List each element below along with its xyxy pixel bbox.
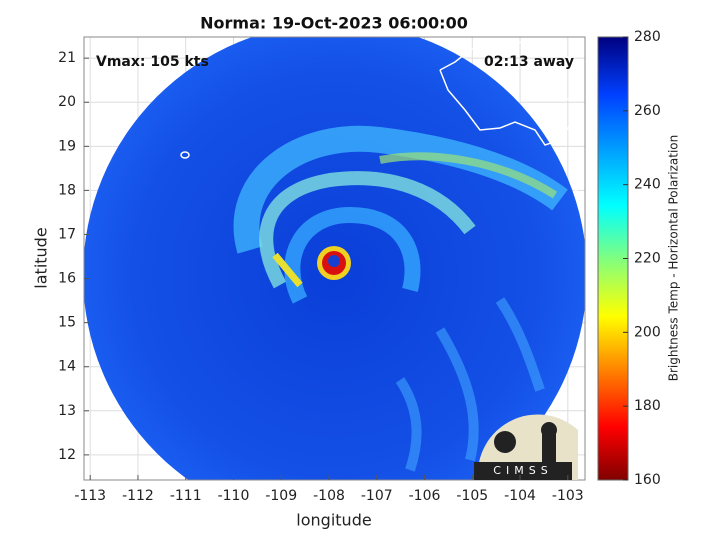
x-tick-label: -107 <box>361 488 393 504</box>
logo: CIMSS <box>474 414 578 480</box>
colorbar-tick-label: 200 <box>634 324 661 340</box>
imagery <box>84 37 585 480</box>
colorbar-tick-label: 240 <box>634 177 661 193</box>
y-axis-label: latitude <box>32 227 51 288</box>
x-tick-label: -105 <box>456 488 488 504</box>
x-tick-label: -109 <box>265 488 297 504</box>
plot-frame <box>83 36 586 481</box>
y-tick-label: 16 <box>58 271 76 287</box>
y-tick-label: 21 <box>58 50 76 66</box>
x-tick-label: -103 <box>552 488 584 504</box>
colorbar-tick-label: 180 <box>634 398 661 414</box>
x-tick-label: -113 <box>74 488 106 504</box>
y-tick-label: 15 <box>58 315 76 331</box>
y-tick-label: 18 <box>58 182 76 198</box>
chart-title: Norma: 19-Oct-2023 06:00:00 <box>200 14 468 33</box>
colorbar-tick-label: 160 <box>634 472 661 488</box>
x-tick-label: -112 <box>122 488 154 504</box>
x-axis-label: longitude <box>296 511 371 530</box>
rain-band <box>272 252 303 288</box>
x-tick-label: -106 <box>409 488 441 504</box>
x-tick-label: -104 <box>504 488 536 504</box>
x-tick-label: -110 <box>218 488 250 504</box>
y-tick-label: 20 <box>58 94 76 110</box>
x-tick-label: -111 <box>170 488 202 504</box>
rain-band <box>379 152 558 199</box>
island <box>180 151 190 159</box>
coastline <box>439 39 585 196</box>
y-tick-label: 17 <box>58 226 76 242</box>
rain-band <box>284 206 421 304</box>
y-tick-label: 13 <box>58 403 76 419</box>
colorbar-tick-label: 220 <box>634 251 661 267</box>
y-tick-label: 19 <box>58 138 76 154</box>
colorbar-tick-label: 260 <box>634 103 661 119</box>
y-tick-label: 12 <box>58 447 76 463</box>
eye <box>328 255 340 267</box>
vmax-label: Vmax: 105 kts <box>96 54 209 70</box>
x-tick-label: -108 <box>313 488 345 504</box>
y-tick-label: 14 <box>58 359 76 375</box>
rain-band <box>259 171 476 289</box>
logo-text: CIMSS <box>493 464 552 477</box>
time-offset-label: 02:13 away <box>484 54 574 70</box>
colorbar-tick-label: 280 <box>634 29 661 45</box>
rain-band <box>395 297 545 472</box>
colorbar-label: Brightness Temp - Horizontal Polarizatio… <box>667 135 681 382</box>
